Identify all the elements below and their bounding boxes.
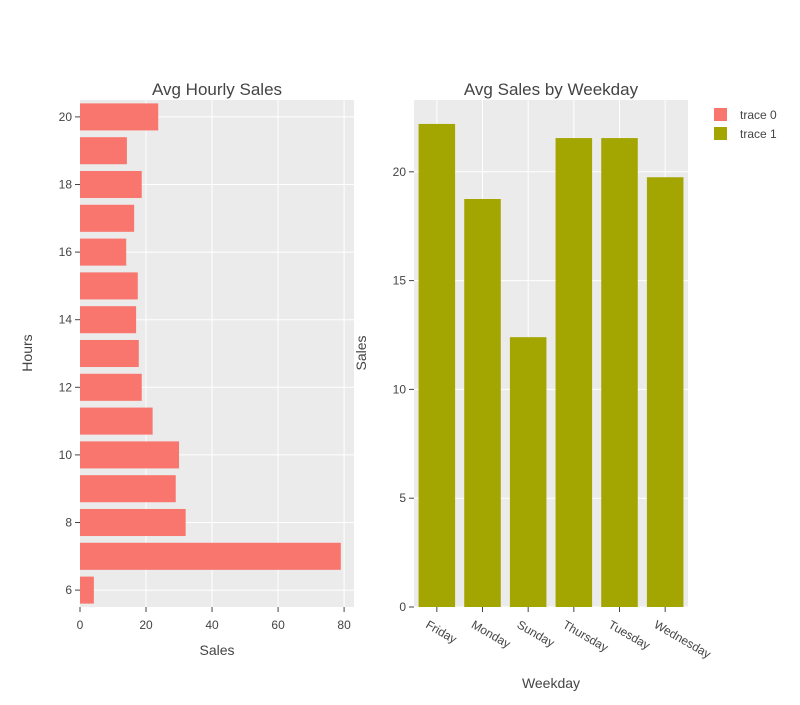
weekday-sales-bar[interactable] (464, 199, 501, 607)
hourly-y-tick-label: 16 (59, 245, 73, 259)
weekday-sales-x-axis-title: Weekday (522, 675, 580, 691)
hourly-sales-bar[interactable] (80, 373, 142, 401)
weekday-x-tick-label: Sunday (515, 617, 557, 649)
hourly-sales-x-axis-title: Sales (199, 642, 234, 658)
weekday-sales-bar[interactable] (555, 138, 593, 607)
hourly-sales-bar[interactable] (80, 441, 180, 469)
hourly-x-tick-label: 80 (337, 618, 351, 632)
weekday-y-tick-label: 20 (393, 165, 407, 179)
weekday-sales-bar[interactable] (601, 138, 638, 607)
hourly-sales-bar[interactable] (80, 103, 159, 131)
hourly-x-tick-label: 40 (205, 618, 219, 632)
weekday-x-tick-label: Thursday (560, 617, 610, 654)
hourly-sales-bar[interactable] (80, 475, 176, 503)
hourly-sales-title: Avg Hourly Sales (152, 80, 282, 99)
hourly-y-tick-label: 12 (59, 380, 73, 394)
hourly-x-tick-label: 60 (271, 618, 285, 632)
hourly-y-tick-label: 10 (59, 448, 73, 462)
weekday-y-tick-label: 10 (393, 382, 407, 396)
hourly-sales-bar[interactable] (80, 576, 94, 604)
hourly-y-tick-label: 14 (59, 313, 73, 327)
hourly-sales-bar[interactable] (80, 339, 139, 368)
hourly-y-tick-label: 18 (59, 178, 73, 192)
weekday-sales-bar[interactable] (646, 177, 684, 608)
weekday-sales-chart: 0 5 10 15 20 Friday Monday Sunday ThursdayTuesda… (353, 80, 713, 691)
legend: trace 0 trace 1 (714, 108, 777, 141)
weekday-y-tick-label: 0 (399, 600, 406, 614)
legend-swatch-trace-1 (714, 127, 727, 140)
legend-label-trace-1: trace 1 (740, 127, 777, 141)
weekday-sales-title: Avg Sales by Weekday (464, 80, 639, 99)
hourly-x-tick-label: 0 (77, 618, 84, 632)
weekday-x-tick-label: Tuesday (606, 617, 652, 652)
hourly-sales-bar[interactable] (80, 137, 127, 165)
hourly-sales-bar[interactable] (80, 542, 341, 570)
hourly-sales-chart: 0 20 40 60 80 6 8 10 12 14 16 18 20 Avg Hourly Sales… (19, 80, 354, 658)
hourly-sales-bar[interactable] (80, 170, 142, 199)
weekday-y-tick-label: 15 (393, 274, 407, 288)
hourly-sales-bar[interactable] (80, 306, 137, 334)
hourly-y-tick-label: 8 (65, 516, 72, 530)
hourly-x-tick-label: 20 (139, 618, 153, 632)
hourly-sales-bar[interactable] (80, 508, 186, 537)
weekday-x-tick-label: Wednesday (652, 617, 714, 661)
legend-item-trace-1[interactable]: trace 1 (714, 127, 777, 141)
legend-label-trace-0: trace 0 (740, 108, 777, 122)
hourly-sales-bar[interactable] (80, 204, 135, 232)
weekday-sales-plot-area (414, 100, 688, 607)
hourly-y-tick-label: 6 (65, 583, 72, 597)
weekday-x-tick-label: Monday (469, 617, 513, 650)
hourly-sales-bar[interactable] (80, 272, 138, 300)
weekday-sales-y-axis-title: Sales (353, 335, 369, 370)
weekday-y-tick-label: 5 (399, 491, 406, 505)
legend-swatch-trace-0 (714, 108, 727, 121)
hourly-sales-y-axis-title: Hours (19, 334, 35, 371)
hourly-sales-bar[interactable] (80, 238, 127, 266)
weekday-x-tick-label: Friday (423, 617, 459, 646)
weekday-sales-bar[interactable] (509, 337, 547, 607)
weekday-sales-bar[interactable] (418, 123, 456, 608)
legend-item-trace-0[interactable]: trace 0 (714, 108, 777, 122)
hourly-sales-bar[interactable] (80, 407, 153, 435)
hourly-y-tick-label: 20 (59, 110, 73, 124)
